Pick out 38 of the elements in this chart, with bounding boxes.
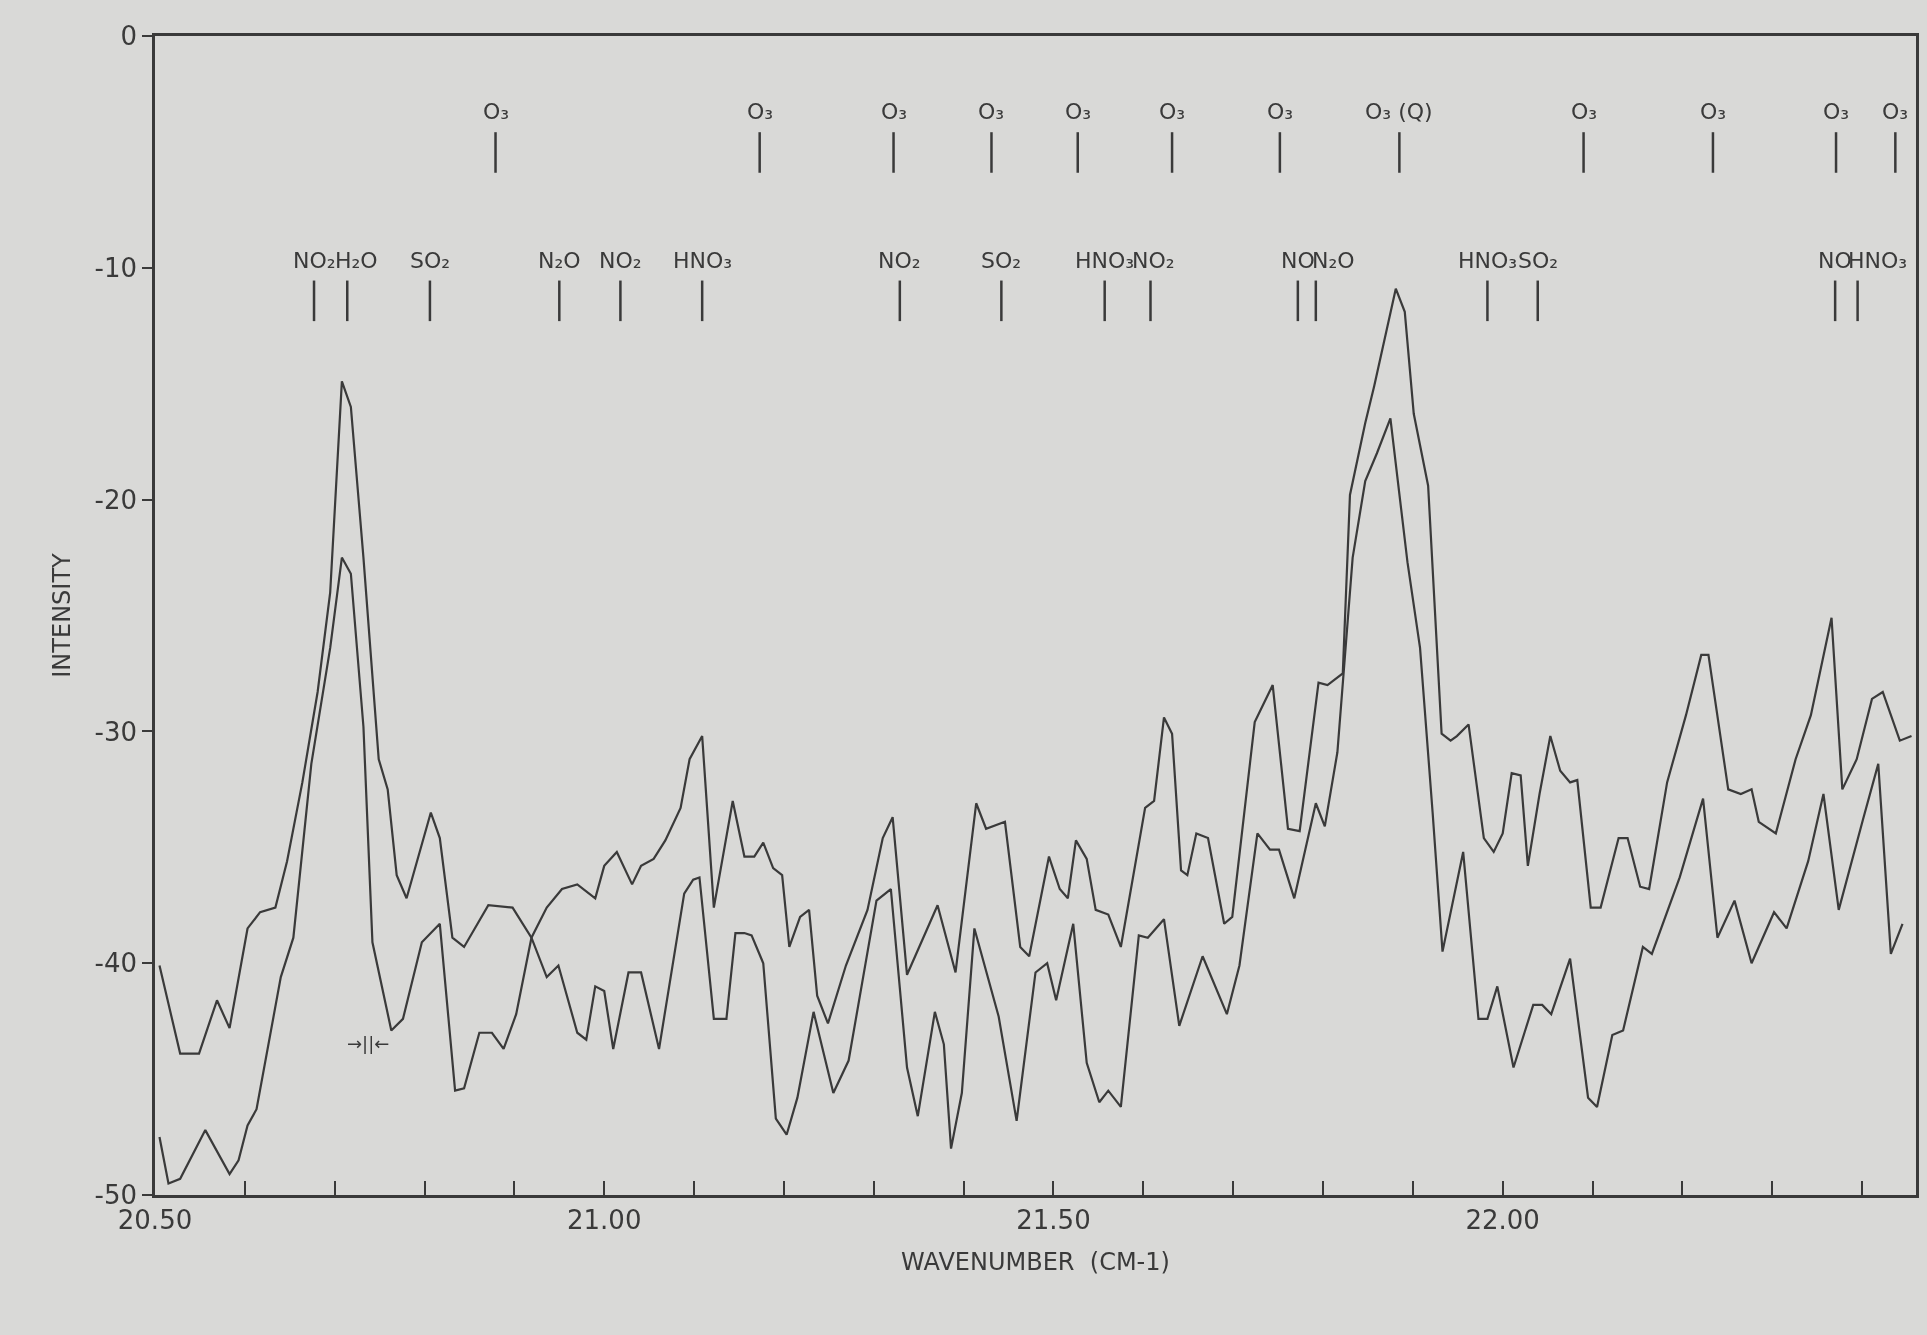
ref-line-label: NO₂ — [1132, 248, 1175, 273]
ref-line-label: NO — [1281, 248, 1315, 273]
ref-line-label: O₃ — [1267, 99, 1294, 124]
ref-line-label: O₃ — [1571, 99, 1598, 124]
y-axis-title: INTENSITY — [47, 552, 76, 678]
ref-line-label: O₃ — [1700, 99, 1727, 124]
ref-line-label: NO₂ — [599, 248, 642, 273]
ref-line-label: O₃ — [881, 99, 908, 124]
ref-line-label: N₂O — [538, 248, 581, 273]
annotation: →||← — [347, 1033, 390, 1054]
ref-line-label: O₃ — [1065, 99, 1092, 124]
x-tick-label: 21.00 — [567, 1204, 642, 1235]
ref-line-label: O₃ — [1823, 99, 1850, 124]
y-tick-label: -30 — [94, 716, 138, 747]
y-tick-label: 0 — [120, 21, 138, 52]
ref-line-label: NO₂ — [293, 248, 336, 273]
x-axis-title: WAVENUMBER (CM-1) — [901, 1248, 1170, 1277]
y-tick-label: -10 — [94, 252, 138, 283]
ref-line-label: HNO₃ — [673, 248, 733, 273]
x-tick-label: 21.50 — [1016, 1204, 1091, 1235]
ref-line-label: O₃ — [1882, 99, 1909, 124]
ref-line-label: O₃ — [978, 99, 1005, 124]
ref-line-label: HNO₃ — [1075, 248, 1135, 273]
x-tick-label: 20.50 — [117, 1204, 193, 1235]
ref-line-label: SO₂ — [1518, 248, 1559, 273]
ref-line-label: H₂O — [335, 248, 378, 273]
ref-line-label: O₃ — [1159, 99, 1186, 124]
y-tick-label: -20 — [94, 484, 138, 515]
ref-line-label: HNO₃ — [1458, 248, 1518, 273]
ref-line-label: O₃ — [483, 99, 510, 124]
ref-line-label: SO₂ — [981, 248, 1022, 273]
ref-line-label: O₃ — [747, 99, 774, 124]
ref-line-label: NO₂ — [878, 248, 921, 273]
ref-line-label: NO — [1818, 248, 1852, 273]
ref-line-label: O₃ (Q) — [1365, 99, 1433, 124]
y-tick-label: -40 — [94, 948, 138, 979]
ref-line-label: SO₂ — [410, 248, 451, 273]
x-tick-label: 22.00 — [1465, 1204, 1540, 1235]
